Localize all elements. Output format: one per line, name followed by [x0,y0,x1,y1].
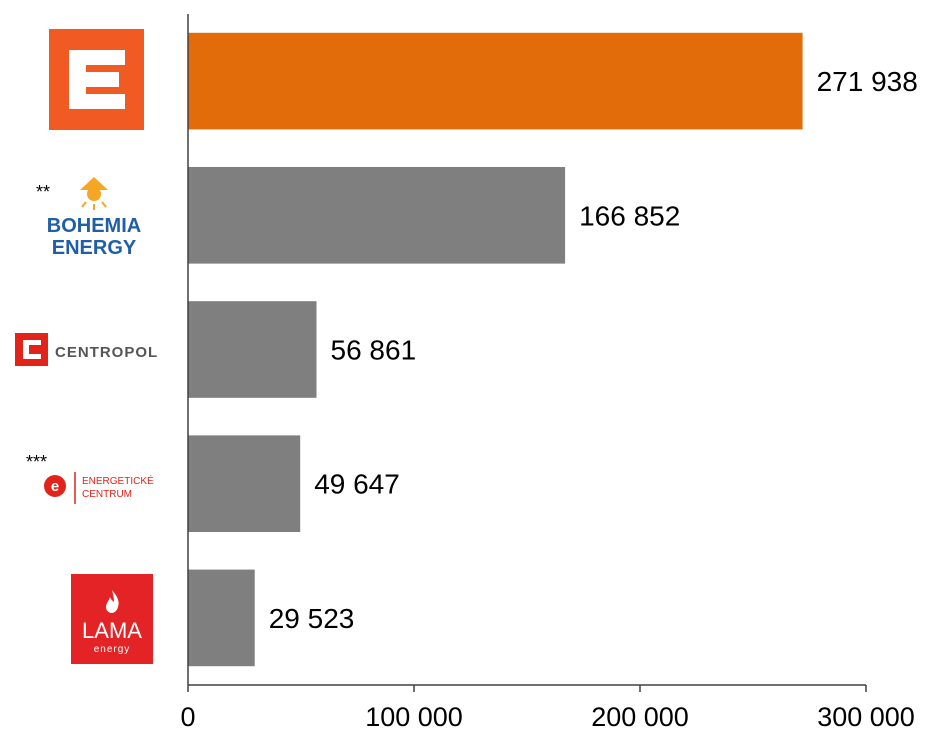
bar-2 [188,166,566,264]
ecentrum-line2: CENTRUM [82,489,132,500]
cez-logo-mark [69,50,125,109]
bohemia-line1: BOHEMIA [47,215,141,237]
x-tick-label-1: 0 [180,702,195,732]
cez-logo [49,29,144,130]
centropol-text: CENTROPOL [55,344,158,361]
flame-icon [106,590,119,613]
x-tick-label-2: 100 000 [365,702,463,732]
bohemia-line2: ENERGY [52,237,137,259]
ecentrum-logo-circle [44,475,66,497]
bohemia-marker: ** [36,182,50,202]
bar-5 [188,569,255,667]
data-label-3: 56 861 [331,335,417,366]
lama-text: LAMA [82,618,142,643]
bar-3 [188,301,317,398]
energeticke-centrum-logo: *** e ENERGETICKÉ CENTRUM [24,450,174,510]
lama-energy-logo: LAMA energy [71,574,153,664]
centropol-logo-square [15,333,48,366]
centropol-logo-mark [23,340,41,359]
sun-icon [80,177,108,210]
x-tick-label-3: 200 000 [591,702,689,732]
ecentrum-marker: *** [26,452,47,472]
data-label-5: 29 523 [269,603,355,634]
ecentrum-logo-letter: e [51,478,59,495]
bar-1 [188,32,803,130]
data-label-1: 271 938 [817,66,918,97]
data-label-2: 166 852 [579,200,680,231]
bar-4 [188,435,301,533]
lama-sub: energy [94,644,131,655]
ecentrum-line1: ENERGETICKÉ [82,474,154,487]
centropol-logo: CENTROPOL [15,330,185,370]
bohemia-energy-logo: ** BOHEMIA ENERGY [28,164,158,264]
x-tick-label-4: 300 000 [817,702,915,732]
lama-logo-background [71,574,153,664]
data-label-4: 49 647 [314,469,400,500]
